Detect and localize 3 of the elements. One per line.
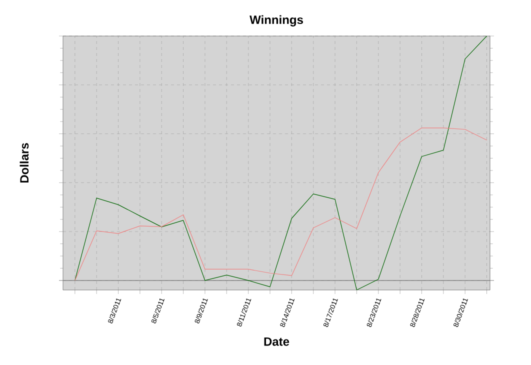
- chart-title: Winnings: [250, 15, 303, 26]
- y-axis-title: Dollars: [20, 143, 29, 183]
- x-axis-title: Date: [264, 337, 290, 346]
